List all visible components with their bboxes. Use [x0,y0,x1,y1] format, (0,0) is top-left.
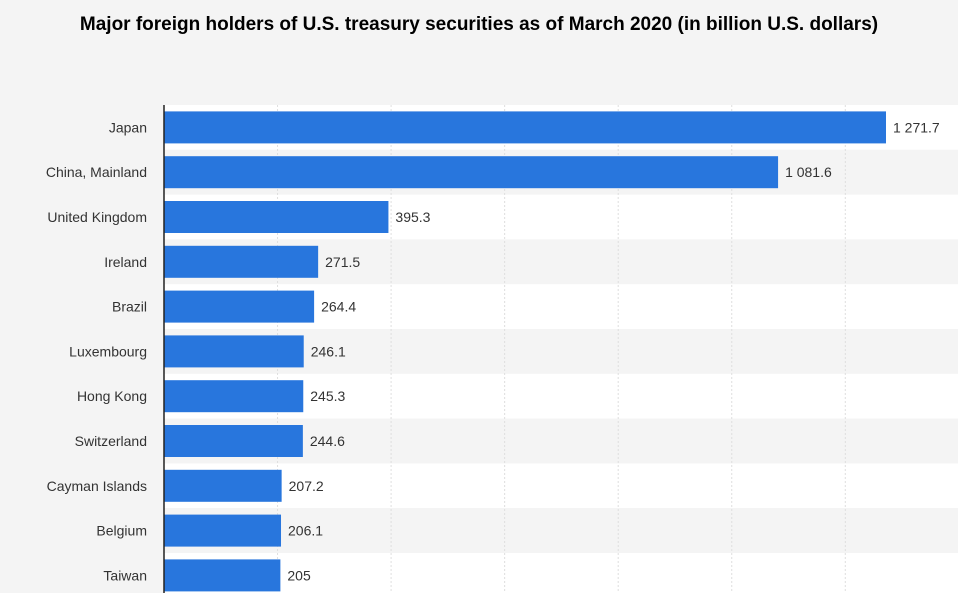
value-label: 207.2 [289,478,324,494]
value-label: 271.5 [325,254,360,270]
category-label: Taiwan [103,567,147,583]
row-band [164,508,958,553]
chart-title: Major foreign holders of U.S. treasury s… [79,14,879,35]
value-label: 395.3 [395,209,430,225]
category-label: Switzerland [75,433,147,449]
bar [164,111,886,144]
bar [164,425,303,457]
value-label: 246.1 [311,343,346,359]
category-label: Cayman Islands [47,478,147,494]
row-band [164,553,958,593]
value-label: 264.4 [321,299,356,315]
value-label: 1 081.6 [785,164,832,180]
category-label: Hong Kong [77,388,147,404]
bar [164,469,282,502]
bar [164,201,389,233]
bar [164,559,281,592]
bar [164,380,304,413]
bar [164,514,282,547]
value-label: 245.3 [310,388,345,404]
category-label: Ireland [104,254,147,270]
value-label: 206.1 [288,523,323,539]
bar [164,156,779,189]
category-label: Brazil [112,299,147,315]
category-label: United Kingdom [47,209,147,225]
row-band [164,463,958,509]
bar [164,290,315,323]
category-label: Luxembourg [69,343,147,359]
value-label: 205 [287,567,311,583]
bar [164,245,319,278]
category-label: Belgium [96,523,147,539]
bar [164,335,304,368]
value-label: 1 271.7 [893,119,940,135]
category-label: China, Mainland [46,164,147,180]
value-label: 244.6 [310,433,345,449]
category-label: Japan [109,119,147,135]
